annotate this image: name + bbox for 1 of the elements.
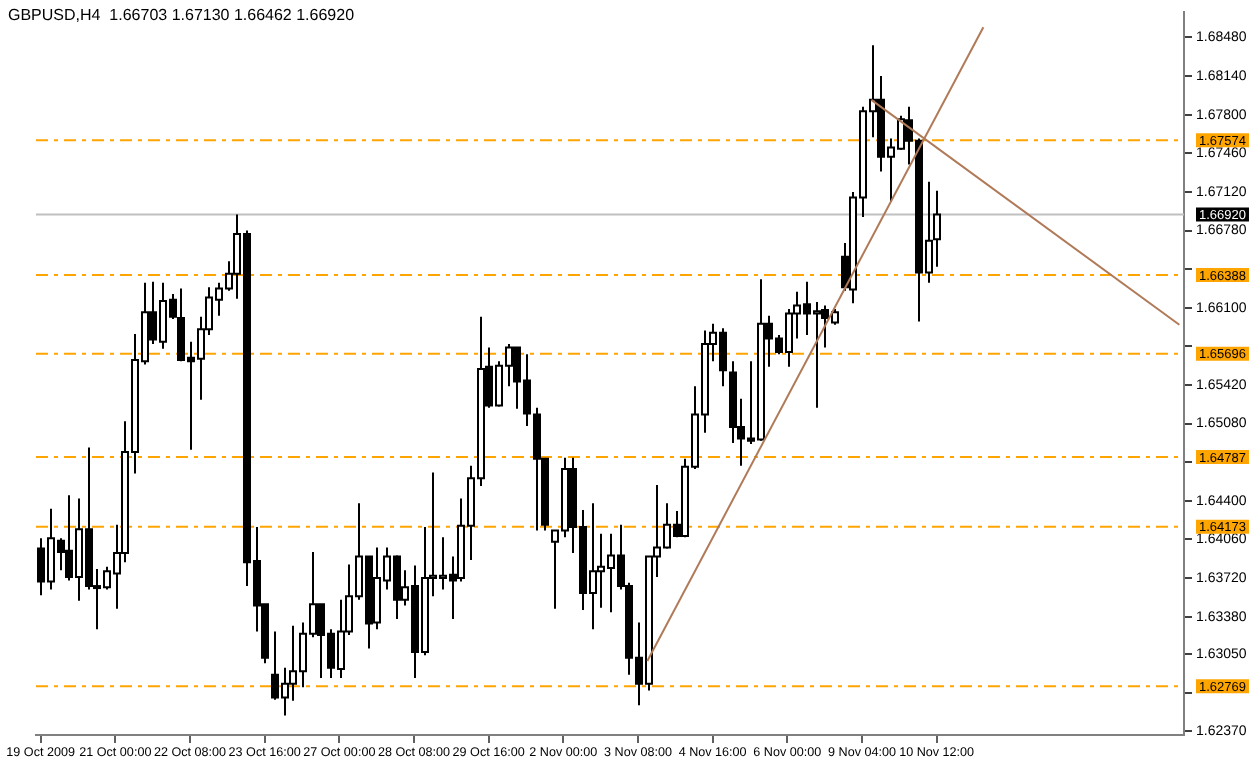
chart-title: GBPUSD,H4 1.66703 1.67130 1.66462 1.66920 bbox=[8, 6, 355, 24]
